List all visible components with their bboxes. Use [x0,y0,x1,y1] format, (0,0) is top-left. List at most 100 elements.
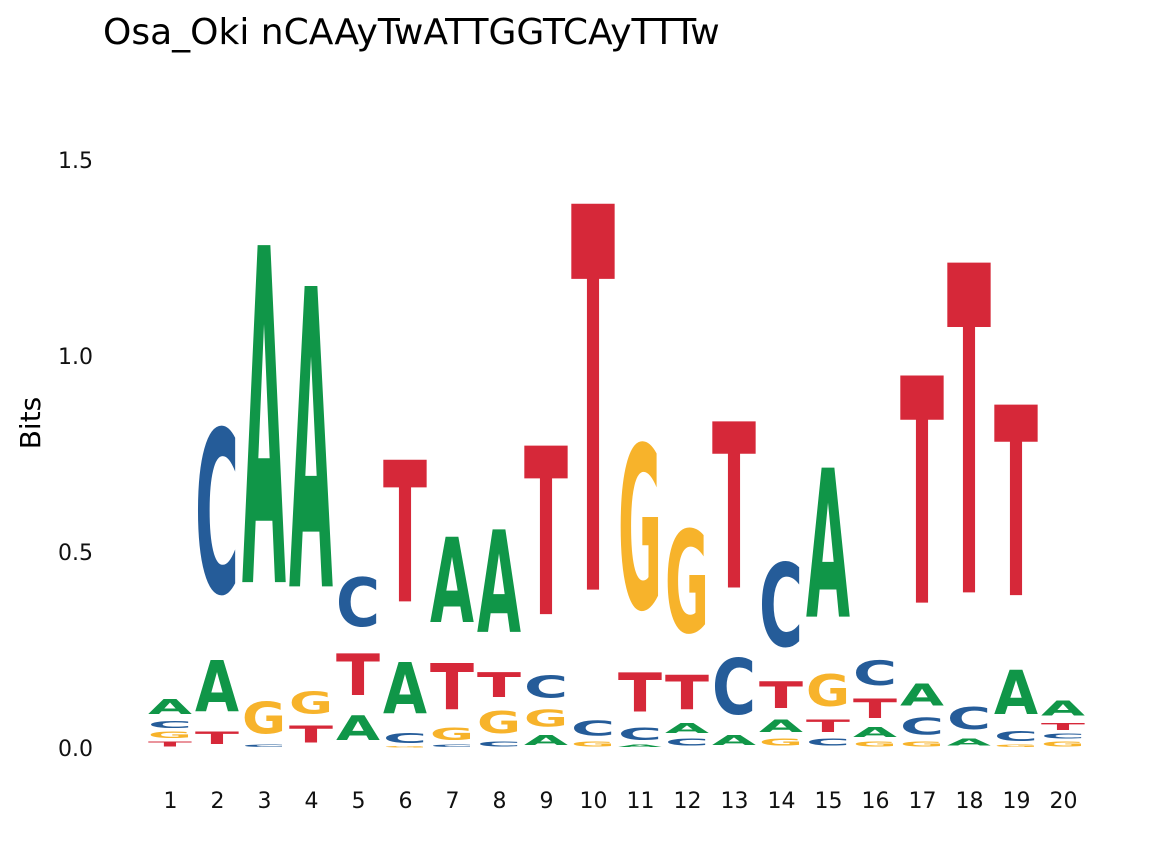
logo-letter-G: G [618,402,662,662]
logo-letter-A: A [148,695,192,719]
logo-letter-C: C [242,744,286,748]
logo-letter-T: T [759,674,803,717]
logo-letter-G: G [806,666,850,717]
logo-letter-A: A [759,717,804,737]
logo-column-4: TGA [289,205,333,748]
logo-letter-T: T [148,740,193,748]
logo-letter-G: G [1041,740,1085,748]
x-tick-label: 16 [862,789,890,814]
logo-letter-A: A [618,744,662,748]
logo-letter-A: A [289,205,333,684]
logo-letter-A: A [806,429,850,666]
x-axis-ticks: 1 2 3 4 5 6 7 8 9 10 11 12 13 14 15 16 17 18 19 20 [164,789,1078,814]
logo-letter-C: C [148,719,192,731]
x-tick-label: 14 [768,789,796,814]
logo-letter-T: T [900,315,944,678]
chart-title: Osa_Oki nCAAyTwATTGGTCAyTTTw [103,12,720,53]
logo-letter-C: C [1041,732,1085,740]
logo-letter-A: A [336,710,380,749]
logo-letter-C: C [994,729,1038,744]
logo-letter-A: A [430,512,474,649]
y-axis-ticks: 0.0 0.5 1.0 1.5 [58,149,93,762]
logo-letter-C: C [477,740,521,748]
x-tick-label: 9 [540,789,554,814]
logo-letter-G: G [242,693,286,744]
logo-letter-G: G [994,744,1038,748]
logo-letter-T: T [806,717,850,737]
x-tick-label: 19 [1003,789,1031,814]
logo-letter-A: A [900,678,944,713]
logo-letter-C: C [336,564,380,642]
logo-letter-T: T [947,174,991,700]
logo-letter-G: G [148,731,192,741]
logo-letter-A: A [853,725,897,741]
x-tick-label: 5 [352,789,366,814]
logo-letter-A: A [1041,697,1085,721]
logo-letter-A: A [524,732,568,748]
logo-letter-T: T [665,667,710,721]
logo-letter-G: G [430,725,474,744]
logo-column-5: ATC [336,564,381,749]
logo-letter-T: T [336,644,381,710]
logo-letter-G: G [853,740,897,748]
x-tick-label: 10 [580,789,608,814]
logo-letter-G: G [477,706,521,741]
logo-letter-T: T [477,666,521,705]
x-tick-label: 1 [164,789,178,814]
x-tick-label: 8 [493,789,507,814]
y-axis-label: Bits [14,397,47,450]
logo-letter-G: G [289,686,333,721]
logo-letter-T: T [383,423,427,648]
logo-stacks: TGCATACCGATGAATCGCATCGTACGTAAGCTGCTACTGC… [148,98,1086,748]
logo-letter-C: C [430,744,474,748]
logo-letter-A: A [994,658,1039,728]
logo-letter-G: G [665,502,709,666]
logo-column-3: CGA [242,153,286,748]
logo-letter-T: T [195,729,239,749]
x-tick-label: 3 [258,789,272,814]
logo-letter-A: A [195,648,239,729]
logo-letter-A: A [665,721,709,737]
x-tick-label: 2 [211,789,225,814]
logo-letter-A: A [712,732,756,748]
logo-letter-G: G [524,705,568,732]
logo-letter-T: T [1041,721,1086,733]
x-tick-label: 6 [399,789,413,814]
logo-letter-G: G [759,736,803,748]
logo-letter-C: C [759,542,803,673]
logo-letter-C: C [524,670,568,705]
logo-letter-T: T [524,400,568,670]
logo-letter-C: C [383,731,427,746]
x-tick-label: 7 [446,789,460,814]
logo-letter-C: C [665,736,709,748]
logo-letter-G: G [383,746,427,748]
x-tick-label: 17 [909,789,937,814]
logo-letter-C: C [806,736,850,748]
x-tick-label: 20 [1050,789,1078,814]
x-tick-label: 11 [627,789,655,814]
y-tick-label: 1.0 [58,345,93,370]
logo-letter-C: C [618,725,662,744]
logo-letter-T: T [712,378,756,642]
logo-letter-C: C [195,385,239,646]
logo-letter-C: C [712,644,756,733]
logo-letter-T: T [994,352,1038,657]
logo-letter-T: T [289,721,333,748]
y-tick-label: 1.5 [58,149,93,174]
logo-column-10: GCT [571,98,615,748]
logo-letter-C: C [853,655,897,694]
logo-letter-A: A [242,153,286,692]
logo-letter-A: A [947,736,992,748]
y-tick-label: 0.5 [58,541,93,566]
